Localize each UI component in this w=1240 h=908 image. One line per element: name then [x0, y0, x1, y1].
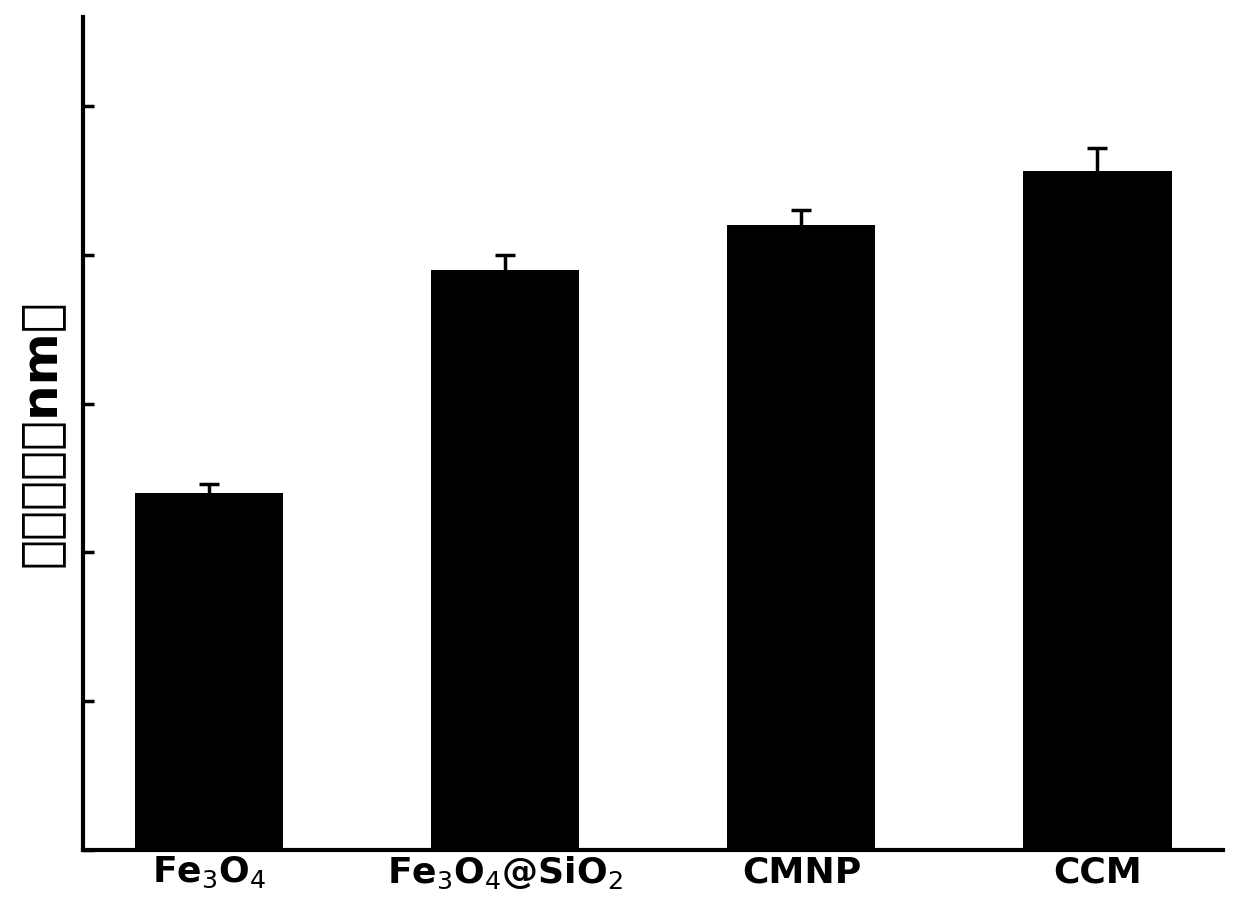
Y-axis label: 平均粒径（nm）: 平均粒径（nm） — [16, 300, 64, 568]
Bar — [432, 270, 579, 850]
Bar — [728, 225, 875, 850]
Bar — [1023, 172, 1172, 850]
Bar — [135, 493, 283, 850]
